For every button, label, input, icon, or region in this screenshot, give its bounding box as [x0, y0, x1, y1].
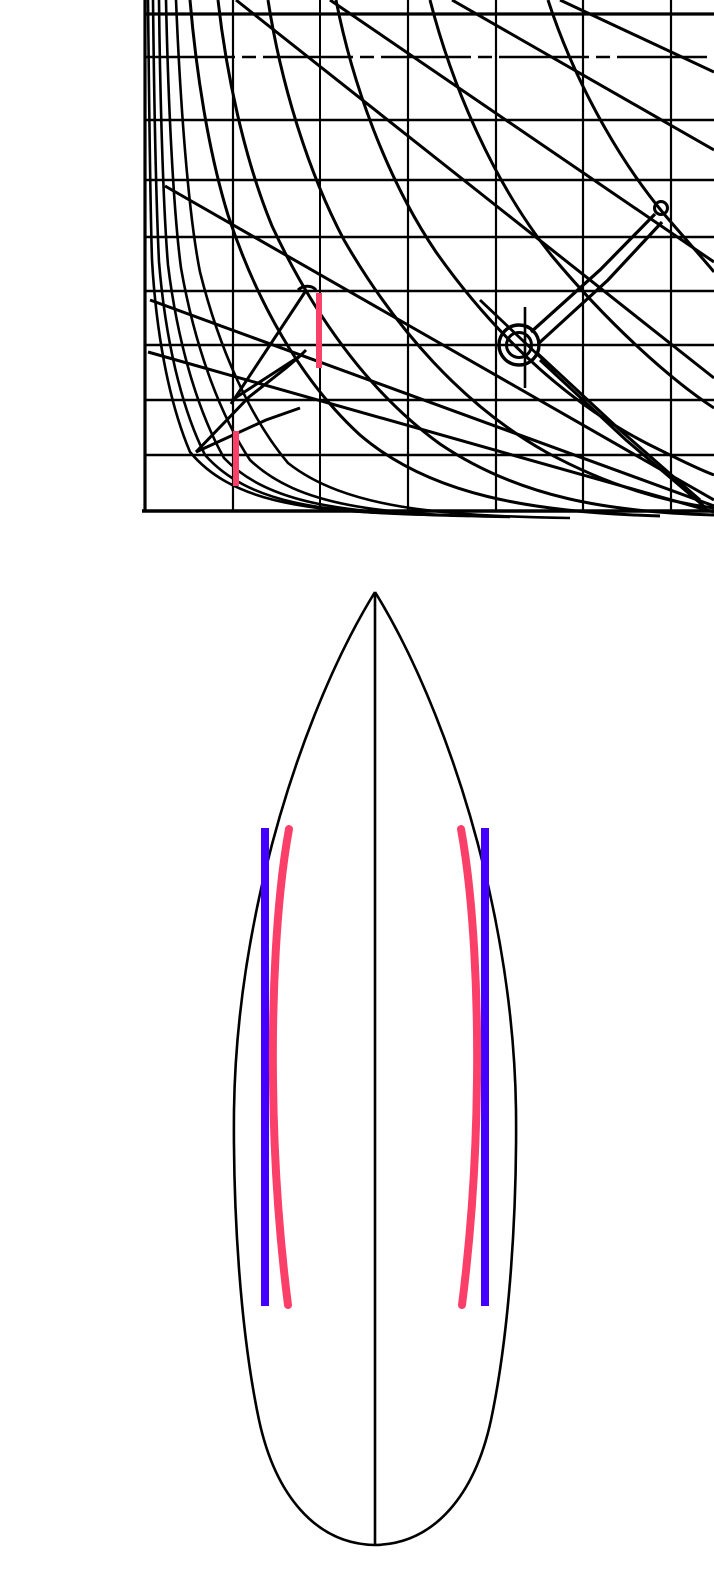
skeg-cap [296, 284, 318, 292]
diagonal-1 [235, 0, 714, 380]
body-plan-svg [142, 0, 714, 520]
skeg-detail [194, 284, 318, 454]
diagonal-6 [147, 350, 714, 514]
section-curve-4 [334, 0, 714, 477]
body-plan-annotations[interactable] [233, 293, 322, 486]
skeg-stem [229, 291, 307, 405]
diagonal-7 [559, 0, 714, 74]
red-curve-starboard[interactable] [457, 825, 482, 1309]
stern-frame-curves [146, 0, 571, 520]
red-curve-port[interactable] [268, 825, 293, 1309]
skeg-upper-arm [231, 348, 308, 402]
plan-view-svg [232, 591, 518, 1547]
skeg-lower-arm [195, 406, 301, 454]
plan-view-figure [0, 530, 714, 1573]
diagonal-4 [164, 184, 714, 502]
strut-lower-brace-a [534, 350, 701, 502]
section-curve-2 [216, 0, 714, 517]
section-curve-1 [188, 0, 661, 518]
frame-curve-c [157, 0, 471, 518]
frame-curve-d [164, 0, 511, 519]
frame-curve-e [174, 0, 571, 520]
body-plan-figure [0, 0, 714, 530]
strut-tip-circle [653, 200, 669, 216]
section-curve-3 [266, 0, 714, 510]
plan-view-annotations[interactable] [261, 825, 489, 1309]
body-plan-grid [142, 0, 714, 513]
strut-cross-brace [479, 298, 557, 374]
shaft-bearing-detail [479, 200, 707, 510]
hull-outline-starboard [373, 591, 518, 1547]
frame-curve-b [151, 0, 441, 517]
shaft-bearing-inner-circle [505, 331, 533, 359]
diagonal-3 [451, 0, 714, 152]
section-curve-5 [428, 0, 714, 410]
section-curves [188, 0, 714, 518]
strut-lower-brace-b [538, 358, 707, 510]
section-curve-6 [546, 0, 714, 273]
hull-outline-port [232, 591, 377, 1547]
diagonal-5 [149, 298, 714, 508]
strut-arm-lower [536, 220, 664, 346]
diagonal-lines [147, 0, 714, 514]
strut-arm-upper [529, 212, 657, 334]
